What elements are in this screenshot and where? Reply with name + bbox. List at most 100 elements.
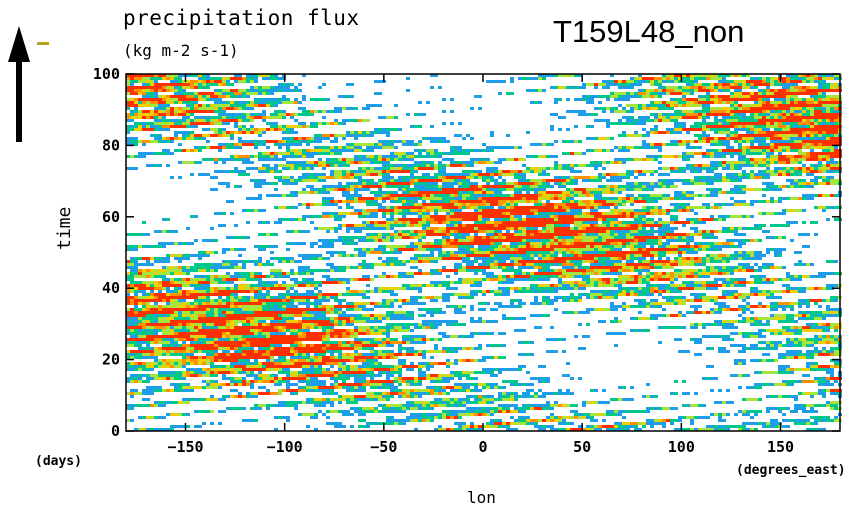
field-cell [618, 110, 622, 113]
field-cell [138, 233, 142, 236]
field-cell [130, 167, 134, 170]
field-cell [302, 176, 306, 179]
field-cell [158, 86, 162, 89]
field-cell [770, 224, 774, 227]
field-cell [302, 188, 306, 191]
field-cell [602, 233, 606, 236]
field-cell [198, 77, 202, 80]
field-cell [570, 212, 574, 215]
field-cell [374, 191, 378, 194]
field-cell [810, 155, 814, 158]
field-cell [350, 83, 354, 86]
field-cell [606, 83, 610, 86]
field-cell [714, 107, 718, 110]
field-cell [438, 137, 442, 140]
field-cell [134, 155, 138, 158]
field-cell [806, 131, 810, 134]
field-cell [518, 200, 522, 203]
field-cell [618, 212, 622, 215]
field-cell [622, 224, 626, 227]
field-cell [446, 197, 450, 200]
field-cell [294, 230, 298, 233]
field-cell [482, 149, 486, 152]
field-cell [562, 164, 566, 167]
field-cell [566, 86, 570, 89]
field-cell [494, 209, 498, 212]
field-cell [734, 128, 738, 131]
field-cell [742, 164, 746, 167]
field-cell [802, 119, 806, 122]
field-cell [214, 83, 218, 86]
field-cell [406, 224, 410, 227]
field-cell [746, 107, 750, 110]
field-cell [442, 200, 446, 203]
field-cell [834, 116, 838, 119]
field-cell [834, 125, 838, 128]
field-cell [734, 86, 738, 89]
field-cell [702, 95, 706, 98]
field-cell [690, 194, 694, 197]
field-cell [810, 143, 814, 146]
field-cell [710, 182, 714, 185]
field-cell [766, 116, 770, 119]
field-cell [794, 131, 798, 134]
field-cell [678, 206, 682, 209]
field-cell [194, 215, 198, 218]
field-cell [302, 164, 306, 167]
field-cell [590, 215, 594, 218]
field-cell [210, 116, 214, 119]
field-cell [282, 179, 286, 182]
field-cell [438, 221, 442, 224]
field-cell [450, 188, 454, 191]
field-cell [378, 131, 382, 134]
field-cell [642, 140, 646, 143]
field-cell [190, 98, 194, 101]
field-cell [666, 80, 670, 83]
field-cell [162, 95, 166, 98]
field-cell [274, 182, 278, 185]
field-cell [310, 149, 314, 152]
field-cell [782, 98, 786, 101]
field-cell [310, 152, 314, 155]
field-cell [226, 116, 230, 119]
field-cell [386, 194, 390, 197]
field-cell [738, 137, 742, 140]
field-cell [422, 149, 426, 152]
field-cell [718, 110, 722, 113]
field-cell [822, 155, 826, 158]
field-cell [794, 86, 798, 89]
field-cell [274, 170, 278, 173]
field-cell [670, 167, 674, 170]
field-cell [674, 191, 678, 194]
field-cell [766, 152, 770, 155]
field-cell [834, 170, 838, 173]
field-cell [426, 206, 430, 209]
field-cell [178, 89, 182, 92]
field-cell [258, 113, 262, 116]
field-cell [410, 203, 414, 206]
field-cell [634, 227, 638, 230]
field-cell [586, 194, 590, 197]
field-cell [262, 233, 266, 236]
field-cell [738, 167, 742, 170]
field-cell [594, 200, 598, 203]
field-cell [182, 122, 186, 125]
field-cell [394, 185, 398, 188]
field-cell [510, 212, 514, 215]
field-cell [406, 203, 410, 206]
field-cell [226, 158, 230, 161]
field-cell [514, 230, 518, 233]
field-cell [622, 95, 626, 98]
field-cell [590, 221, 594, 224]
field-cell [410, 206, 414, 209]
field-cell [206, 86, 210, 89]
field-cell [146, 98, 150, 101]
field-cell [690, 83, 694, 86]
field-cell [354, 197, 358, 200]
field-cell [434, 221, 438, 224]
field-cell [690, 113, 694, 116]
field-cell [758, 137, 762, 140]
field-cell [246, 77, 250, 80]
field-cell [806, 140, 810, 143]
field-cell [490, 179, 494, 182]
